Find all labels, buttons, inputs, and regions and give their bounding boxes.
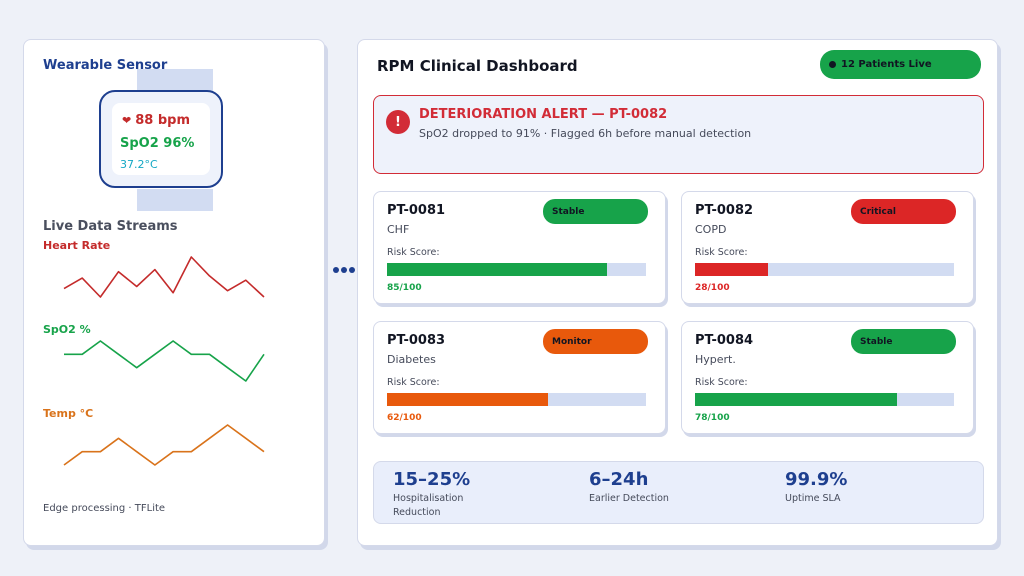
stat-label: Earlier Detection	[589, 493, 669, 504]
alert-text: SpO2 dropped to 91% · Flagged 6h before …	[419, 127, 752, 140]
patient-condition: CHF	[387, 223, 410, 236]
watch-spo2-value: SpO2 96%	[120, 136, 195, 151]
edge-processing-note: Edge processing · TFLite	[43, 503, 166, 514]
patients-live-label: 12 Patients Live	[841, 59, 932, 70]
risk-score-fill	[695, 393, 898, 406]
impact-stats: 15–25% Hospitalisation Reduction 6–24h E…	[373, 461, 984, 524]
connector-dot	[349, 267, 355, 273]
sparkline-line	[63, 256, 265, 298]
patient-condition: Hypert.	[695, 353, 736, 366]
risk-score-bar	[387, 393, 646, 406]
sparkline-line	[63, 424, 265, 466]
live-dot-icon	[829, 61, 836, 68]
dashboard-title: RPM Clinical Dashboard	[377, 57, 578, 75]
stat-value: 99.9%	[785, 469, 848, 490]
heart-rate-value: 88 bpm	[135, 113, 190, 128]
watch-heart-rate: ❤ 88 bpm	[122, 113, 190, 128]
connector-dot	[341, 267, 347, 273]
risk-score-label: Risk Score:	[695, 247, 748, 258]
risk-score-label: Risk Score:	[695, 377, 748, 388]
heart-rate-sparkline	[63, 256, 265, 298]
watch-strap-top	[137, 69, 213, 91]
status-badge: Stable	[543, 199, 648, 224]
deterioration-alert[interactable]: ! DETERIORATION ALERT — PT-0082 SpO2 dro…	[373, 95, 984, 174]
patient-condition: COPD	[695, 223, 727, 236]
risk-score-label: Risk Score:	[387, 247, 440, 258]
risk-score-fill	[387, 263, 608, 276]
patients-live-badge[interactable]: 12 Patients Live	[820, 50, 981, 79]
sensor-title: Wearable Sensor	[43, 58, 168, 73]
risk-score-value: 78/100	[695, 413, 730, 423]
stream-label-spo2: SpO2 %	[43, 323, 91, 336]
stat-value: 15–25%	[393, 469, 471, 490]
spo2-sparkline	[64, 340, 265, 382]
patient-id: PT-0084	[695, 333, 754, 348]
patient-id: PT-0082	[695, 203, 754, 218]
risk-score-bar	[695, 393, 954, 406]
stat-label: Hospitalisation Reduction	[393, 493, 464, 518]
stream-label-heart-rate: Heart Rate	[43, 239, 111, 252]
risk-score-bar	[695, 263, 954, 276]
risk-score-fill	[387, 393, 548, 406]
status-badge: Critical	[851, 199, 956, 224]
stat-value: 6–24h	[589, 469, 649, 490]
status-badge: Stable	[851, 329, 956, 354]
risk-score-label: Risk Score:	[387, 377, 440, 388]
watch-screen: ❤ 88 bpm SpO2 96% 37.2°C	[112, 103, 210, 175]
connector-dot	[333, 267, 339, 273]
alert-title: DETERIORATION ALERT — PT-0082	[419, 107, 668, 122]
stat-item: 15–25% Hospitalisation Reduction	[393, 469, 553, 520]
patient-id: PT-0081	[387, 203, 446, 218]
alert-icon: !	[386, 110, 410, 134]
patient-card[interactable]: PT-0084 Hypert. Stable Risk Score: 78/10…	[681, 321, 974, 434]
watch-strap-bottom	[137, 189, 213, 211]
risk-score-fill	[695, 263, 768, 276]
sparkline-line	[64, 340, 265, 382]
risk-score-value: 62/100	[387, 413, 422, 423]
stat-item: 6–24h Earlier Detection	[589, 469, 749, 506]
risk-score-bar	[387, 263, 646, 276]
patient-condition: Diabetes	[387, 353, 436, 366]
stat-label: Uptime SLA	[785, 493, 841, 504]
data-flow-connector	[333, 267, 355, 273]
smartwatch: ❤ 88 bpm SpO2 96% 37.2°C	[99, 90, 223, 188]
patient-card[interactable]: PT-0082 COPD Critical Risk Score: 28/100	[681, 191, 974, 304]
risk-score-value: 28/100	[695, 283, 730, 293]
risk-score-value: 85/100	[387, 283, 422, 293]
streams-title: Live Data Streams	[43, 219, 178, 234]
patient-card[interactable]: PT-0081 CHF Stable Risk Score: 85/100	[373, 191, 666, 304]
patient-id: PT-0083	[387, 333, 446, 348]
wearable-sensor-panel: Wearable Sensor ❤ 88 bpm SpO2 96% 37.2°C …	[23, 39, 325, 546]
clinical-dashboard-panel: RPM Clinical Dashboard 12 Patients Live …	[357, 39, 998, 546]
heart-icon: ❤	[122, 114, 132, 127]
stream-label-temp: Temp °C	[43, 407, 94, 420]
status-badge: Monitor	[543, 329, 648, 354]
temp-sparkline	[63, 424, 265, 466]
patient-card[interactable]: PT-0083 Diabetes Monitor Risk Score: 62/…	[373, 321, 666, 434]
watch-temp-value: 37.2°C	[120, 158, 158, 171]
stat-item: 99.9% Uptime SLA	[785, 469, 945, 506]
